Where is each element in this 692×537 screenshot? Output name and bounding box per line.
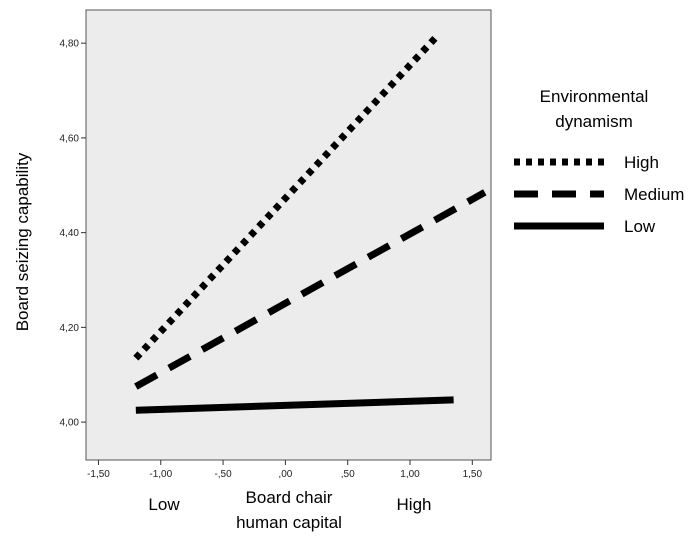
series-lines [133, 36, 487, 414]
legend: Environmental dynamism High Medium Low [514, 87, 684, 236]
x-tick-label: -1,50 [87, 469, 110, 480]
y-tick-label: 4,40 [60, 228, 80, 239]
x-tick-label: ,50 [341, 469, 355, 480]
x-tick-label: 1,50 [463, 469, 483, 480]
x-tick-label: 1,00 [400, 469, 420, 480]
series-line-medium [134, 189, 487, 390]
x-tick-label: -,50 [214, 469, 232, 480]
y-tick-label: 4,00 [60, 418, 80, 429]
x-tick-label: ,00 [278, 469, 292, 480]
x-category-high: High [397, 495, 432, 514]
y-axis-title: Board seizing capability [13, 152, 32, 331]
legend-label-medium: Medium [624, 185, 684, 204]
x-tick-label: -1,00 [149, 469, 172, 480]
legend-title: Environmental dynamism [540, 87, 649, 131]
x-axis: -1,50 -1,00 -,50 ,00 ,50 1,00 1,50 [87, 460, 482, 480]
y-axis: 4,00 4,20 4,40 4,60 4,80 [60, 39, 86, 429]
x-axis-title: Board chair human capital [236, 488, 342, 532]
y-tick-label: 4,60 [60, 133, 80, 144]
series-line-high [133, 36, 438, 361]
x-category-low: Low [148, 495, 180, 514]
legend-label-low: Low [624, 217, 656, 236]
legend-label-high: High [624, 153, 659, 172]
y-tick-label: 4,80 [60, 39, 80, 50]
y-tick-label: 4,20 [60, 323, 80, 334]
series-line-low [135, 396, 454, 414]
plot-area [85, 9, 492, 461]
